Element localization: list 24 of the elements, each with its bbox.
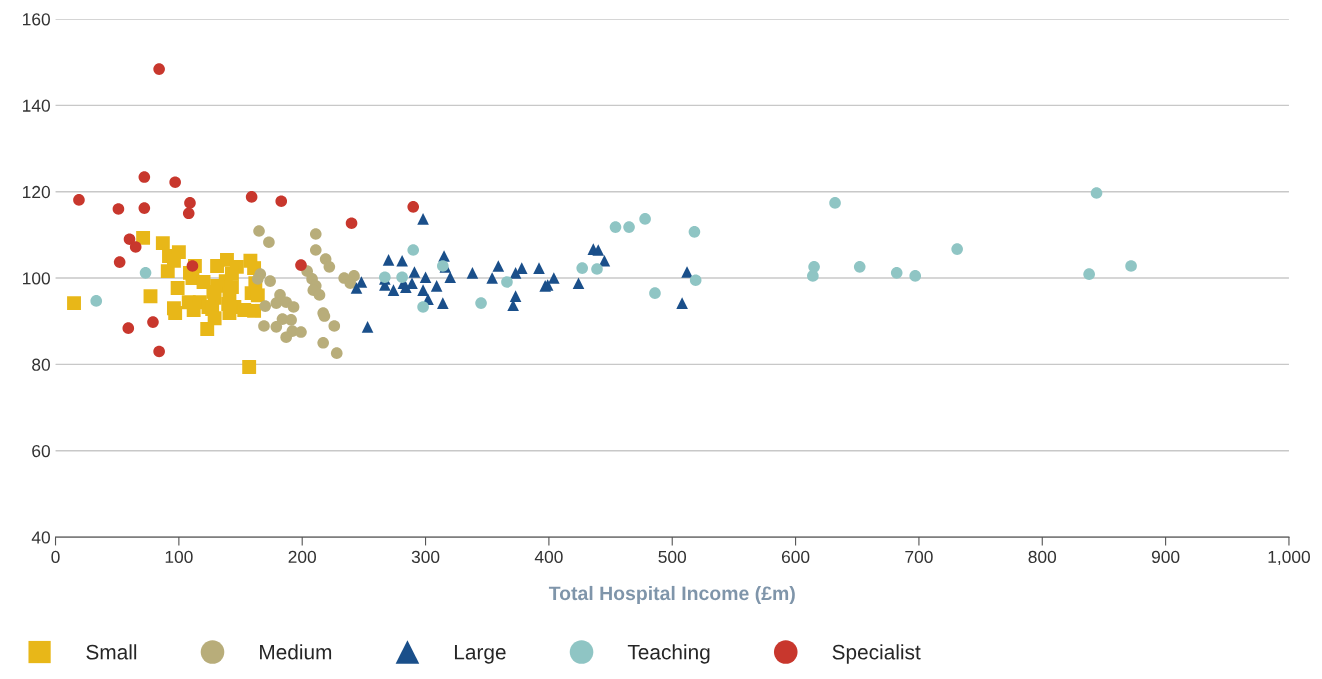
- x-tick-label: 800: [1028, 550, 1057, 564]
- x-tick-label: 500: [658, 550, 687, 564]
- y-tick-label: 100: [23, 272, 50, 285]
- x-tick-label: 300: [411, 550, 440, 564]
- legend-label: Small: [86, 644, 137, 660]
- x-tick-label: 600: [781, 550, 810, 564]
- x-tick-label: 700: [905, 550, 933, 564]
- legend-label: Specialist: [832, 644, 921, 664]
- y-tick-label: 60: [32, 444, 50, 458]
- x-tick-label: 1,000: [1268, 550, 1310, 566]
- x-tick-label: 100: [165, 550, 193, 564]
- x-tick-label: 900: [1151, 550, 1180, 564]
- y-tick-label: 80: [32, 358, 50, 371]
- y-tick-label: 160: [23, 13, 50, 26]
- legend-label: Teaching: [627, 644, 710, 664]
- x-axis-title: Total Hospital Income (£m): [548, 585, 795, 605]
- x-tick-label: 200: [288, 550, 317, 564]
- y-tick-label: 140: [23, 99, 50, 112]
- x-tick-label: 400: [534, 550, 563, 564]
- x-tick-label: 0: [51, 550, 60, 564]
- y-tick-label: 40: [31, 531, 50, 544]
- legend-label: Large: [454, 644, 506, 664]
- legend-label: Medium: [260, 644, 332, 660]
- y-tick-label: 120: [23, 185, 50, 199]
